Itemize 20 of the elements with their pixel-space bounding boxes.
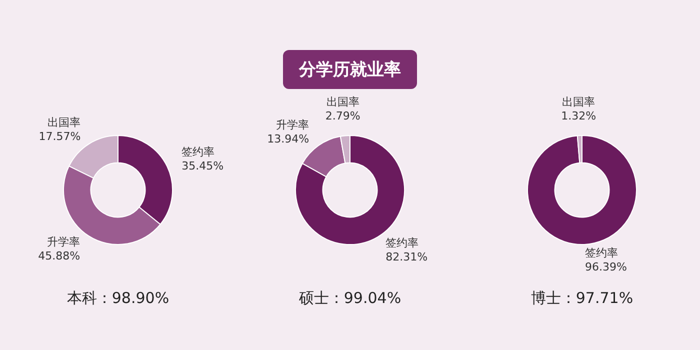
- slice-label: 出国率: [562, 95, 596, 108]
- text: 硕士：99.04%: [298, 289, 402, 308]
- text: 本科：98.90%: [66, 289, 170, 308]
- data-label: 45.88%: [38, 249, 80, 262]
- text: 分学历就业率: [283, 50, 417, 89]
- data-label: 13.94%: [267, 132, 310, 146]
- data-label: 2.79%: [325, 110, 360, 123]
- data-label: 82.31%: [386, 250, 428, 264]
- data-label: 96.39%: [584, 260, 627, 274]
- slice-label: 签约率: [386, 236, 419, 250]
- data-label: 35.45%: [182, 160, 224, 173]
- data-label: 1.32%: [561, 109, 596, 122]
- slice-label: 签约率: [182, 146, 215, 159]
- data-label: 17.57%: [38, 130, 81, 144]
- slice-label: 升学率: [47, 235, 80, 248]
- slice-label: 升学率: [276, 118, 310, 132]
- slice-label: 出国率: [48, 116, 81, 130]
- text: 博士：97.71%: [530, 289, 634, 308]
- slice-label: 出国率: [326, 96, 360, 109]
- slice-label: 签约率: [584, 246, 618, 260]
